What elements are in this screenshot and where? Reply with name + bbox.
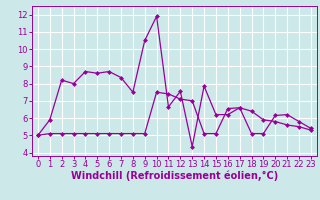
X-axis label: Windchill (Refroidissement éolien,°C): Windchill (Refroidissement éolien,°C)	[71, 171, 278, 181]
